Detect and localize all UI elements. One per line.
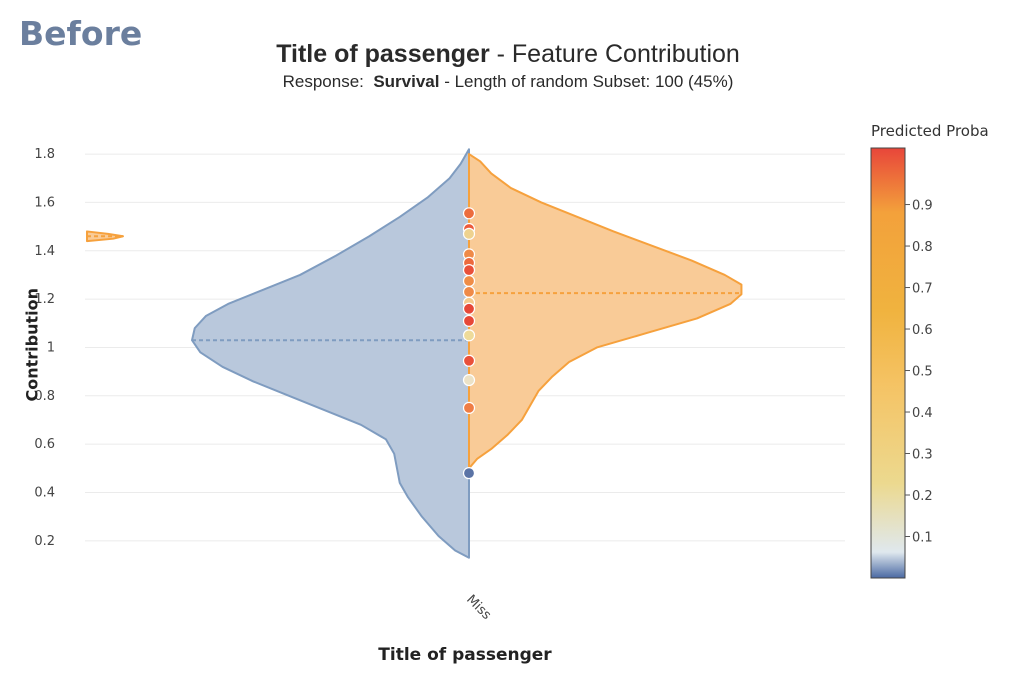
data-point	[462, 274, 476, 288]
y-tick-label: 1.6	[34, 195, 55, 210]
data-point	[462, 207, 476, 220]
y-tick-label: 0.8	[34, 389, 55, 404]
y-axis-ticks: 0.2 0.4 0.6 0.8 1 1.2 1.4 1.6 1.8	[34, 147, 55, 549]
y-tick-label: 0.2	[34, 534, 55, 549]
colorbar-tick-label: 0.2	[912, 489, 933, 504]
x-tick-label: Miss	[463, 592, 494, 623]
chart-subtitle: Response: Survival - Length of random Su…	[0, 72, 1016, 92]
y-tick-label: 1.4	[34, 244, 55, 259]
colorbar-tick-label: 0.6	[912, 323, 933, 338]
data-point	[462, 354, 476, 367]
violin-negative-0	[191, 148, 470, 559]
colorbar-tick-label: 0.4	[912, 406, 933, 421]
data-point	[462, 329, 476, 342]
colorbar-tick-label: 0.9	[912, 199, 933, 214]
corner-label: Before	[19, 14, 143, 53]
y-tick-label: 0.4	[34, 485, 55, 500]
y-tick-label: 1.8	[34, 147, 55, 162]
title-main: Title of passenger	[276, 40, 490, 68]
colorbar	[870, 147, 906, 579]
colorbar-tick-label: 0.7	[912, 282, 933, 297]
chart-title: Title of passenger - Feature Contributio…	[0, 40, 1016, 69]
y-tick-label: 1.2	[34, 292, 55, 307]
y-axis-label: Contribution	[22, 287, 42, 402]
subtitle-bold: Survival	[373, 72, 440, 91]
data-point	[462, 285, 476, 298]
colorbar-tick-label: 0.8	[912, 240, 933, 255]
x-axis-label: Title of passenger	[378, 645, 552, 665]
violin-positive-1	[468, 153, 743, 470]
title-rest: - Feature Contribution	[489, 40, 740, 68]
colorbar-title: Predicted Proba	[871, 122, 989, 140]
data-point	[462, 467, 476, 480]
subtitle-pre: Response:	[282, 72, 374, 91]
data-point	[462, 401, 476, 414]
data-point	[462, 302, 476, 315]
data-points	[462, 207, 476, 480]
y-tick-label: 1	[47, 340, 55, 355]
data-point	[462, 227, 476, 240]
data-point	[462, 314, 476, 327]
data-point	[462, 373, 476, 387]
colorbar-tick-label: 0.5	[912, 365, 933, 380]
y-tick-label: 0.6	[34, 437, 55, 452]
colorbar-tick-label: 0.1	[912, 531, 933, 546]
colorbar-ticks: 0.1 0.2 0.3 0.4 0.5 0.6 0.7 0.8 0.9	[905, 199, 933, 546]
data-point	[462, 264, 476, 277]
subtitle-post: - Length of random Subset: 100 (45%)	[439, 72, 734, 91]
colorbar-tick-label: 0.3	[912, 448, 933, 463]
x-axis-ticks: Miss	[463, 592, 494, 623]
violin-plots	[86, 148, 743, 559]
